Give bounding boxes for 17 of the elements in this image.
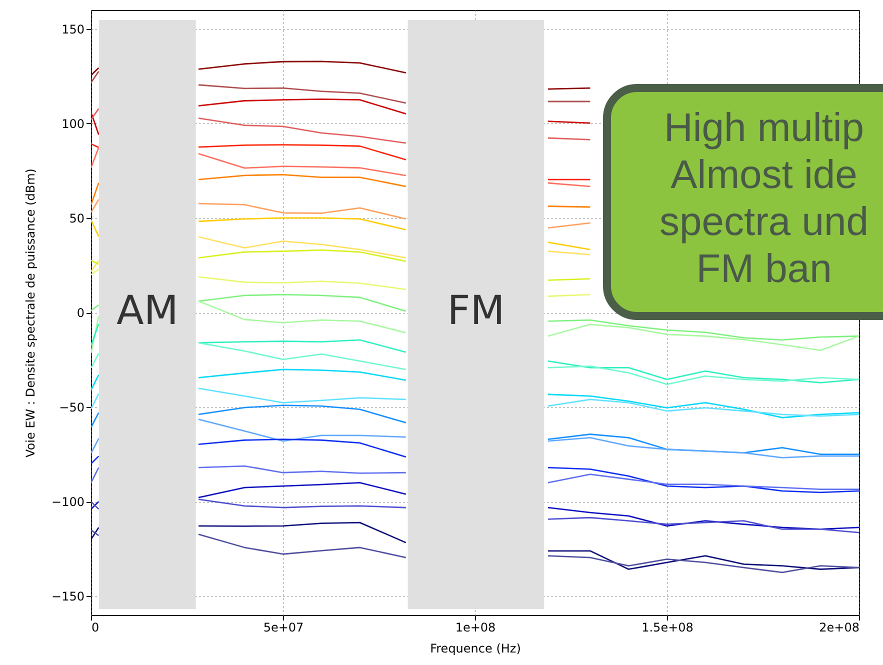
- y-axis-title: Voie EW : Densite spectrale de puissance (dBm): [24, 168, 38, 458]
- y-tick-label: 150: [62, 22, 84, 36]
- y-tick-label: −150: [52, 590, 84, 604]
- x-axis-title: Frequence (Hz): [430, 642, 521, 656]
- band-label: FM: [447, 288, 505, 334]
- y-tick-label: 100: [62, 116, 84, 131]
- x-tick-label: 0: [92, 620, 100, 634]
- band-label: AM: [116, 288, 178, 334]
- x-tick-label: 1.5e+08: [642, 620, 694, 634]
- x-tick-label: 1e+08: [455, 620, 496, 634]
- x-tick-label: 2e+08: [819, 620, 860, 634]
- y-tick-label: 50: [69, 211, 84, 226]
- y-tick-label: 0: [76, 306, 84, 320]
- y-tick-label: −50: [59, 400, 84, 415]
- x-tick-label: 5e+07: [263, 620, 304, 634]
- annotation: High multip Almost ide spectra und FM ban: [659, 106, 869, 291]
- y-tick-label: −100: [52, 495, 84, 510]
